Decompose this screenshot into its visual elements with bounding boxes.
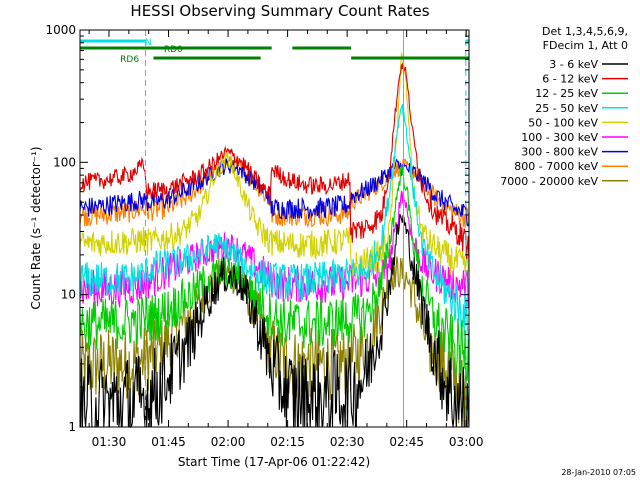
legend-header-line-2: FDecim 1, Att 0 bbox=[543, 39, 628, 52]
legend-label-50-100-kev: 50 - 100 keV bbox=[528, 116, 598, 129]
legend-label-6-12-kev: 6 - 12 keV bbox=[542, 73, 598, 86]
segment-label-n: N bbox=[145, 38, 152, 48]
y-tick-label: 1 bbox=[68, 420, 76, 434]
legend-label-25-50-kev: 25 - 50 keV bbox=[535, 102, 598, 115]
series-line-7000-20000-kev bbox=[79, 255, 470, 428]
series-line-100-300-kev bbox=[79, 190, 470, 309]
series-layer bbox=[79, 52, 470, 429]
x-tick-label: 02:30 bbox=[330, 435, 365, 449]
x-axis-label: Start Time (17-Apr-06 01:22:42) bbox=[178, 455, 370, 469]
legend-header-line-1: Det 1,3,4,5,6,9, bbox=[542, 25, 628, 38]
y-tick-label: 100 bbox=[53, 155, 76, 169]
legend: Det 1,3,4,5,6,9, FDecim 1, Att 0 3 - 6 k… bbox=[500, 25, 628, 188]
series-line-3-6-kev bbox=[80, 213, 470, 429]
x-tick-label: 03:00 bbox=[449, 435, 484, 449]
series-line-12-25-kev bbox=[79, 164, 470, 389]
y-tick-label: 1000 bbox=[45, 23, 76, 37]
legend-label-12-25-kev: 12 - 25 keV bbox=[535, 87, 598, 100]
y-tick-label: 10 bbox=[61, 288, 76, 302]
series-line-25-50-kev bbox=[79, 104, 470, 344]
generation-timestamp: 28-Jan-2010 07:05 bbox=[561, 468, 636, 477]
y-axis-ticks: 1 10 100 1000 bbox=[45, 23, 469, 434]
x-tick-label: 02:00 bbox=[211, 435, 246, 449]
series-line-50-100-kev bbox=[79, 52, 470, 282]
x-tick-label: 02:15 bbox=[270, 435, 305, 449]
plot-frame bbox=[79, 29, 470, 428]
x-tick-label: 02:45 bbox=[389, 435, 424, 449]
legend-label-7000-20000-kev: 7000 - 20000 keV bbox=[500, 175, 598, 188]
legend-label-800-7000-kev: 800 - 7000 keV bbox=[514, 160, 598, 173]
x-tick-label: 01:30 bbox=[92, 435, 127, 449]
legend-label-3-6-kev: 3 - 6 keV bbox=[549, 58, 598, 71]
y-axis-label: Count Rate (s⁻¹ detector⁻¹) bbox=[29, 146, 43, 309]
segment-label-rd0: RD0 bbox=[164, 45, 183, 55]
segment-label-rd6: RD6 bbox=[120, 55, 139, 65]
x-tick-label: 01:45 bbox=[151, 435, 186, 449]
x-axis-ticks: 01:30 01:45 02:00 02:15 02:30 02:45 03:00 bbox=[88, 30, 484, 449]
legend-label-300-800-kev: 300 - 800 keV bbox=[521, 146, 598, 159]
series-line-300-800-kev bbox=[79, 158, 470, 227]
chart-title: HESSI Observing Summary Count Rates bbox=[130, 2, 429, 20]
series-line-6-12-kev bbox=[79, 62, 470, 263]
series-line-800-7000-kev bbox=[79, 155, 470, 228]
legend-label-100-300-kev: 100 - 300 keV bbox=[521, 131, 598, 144]
